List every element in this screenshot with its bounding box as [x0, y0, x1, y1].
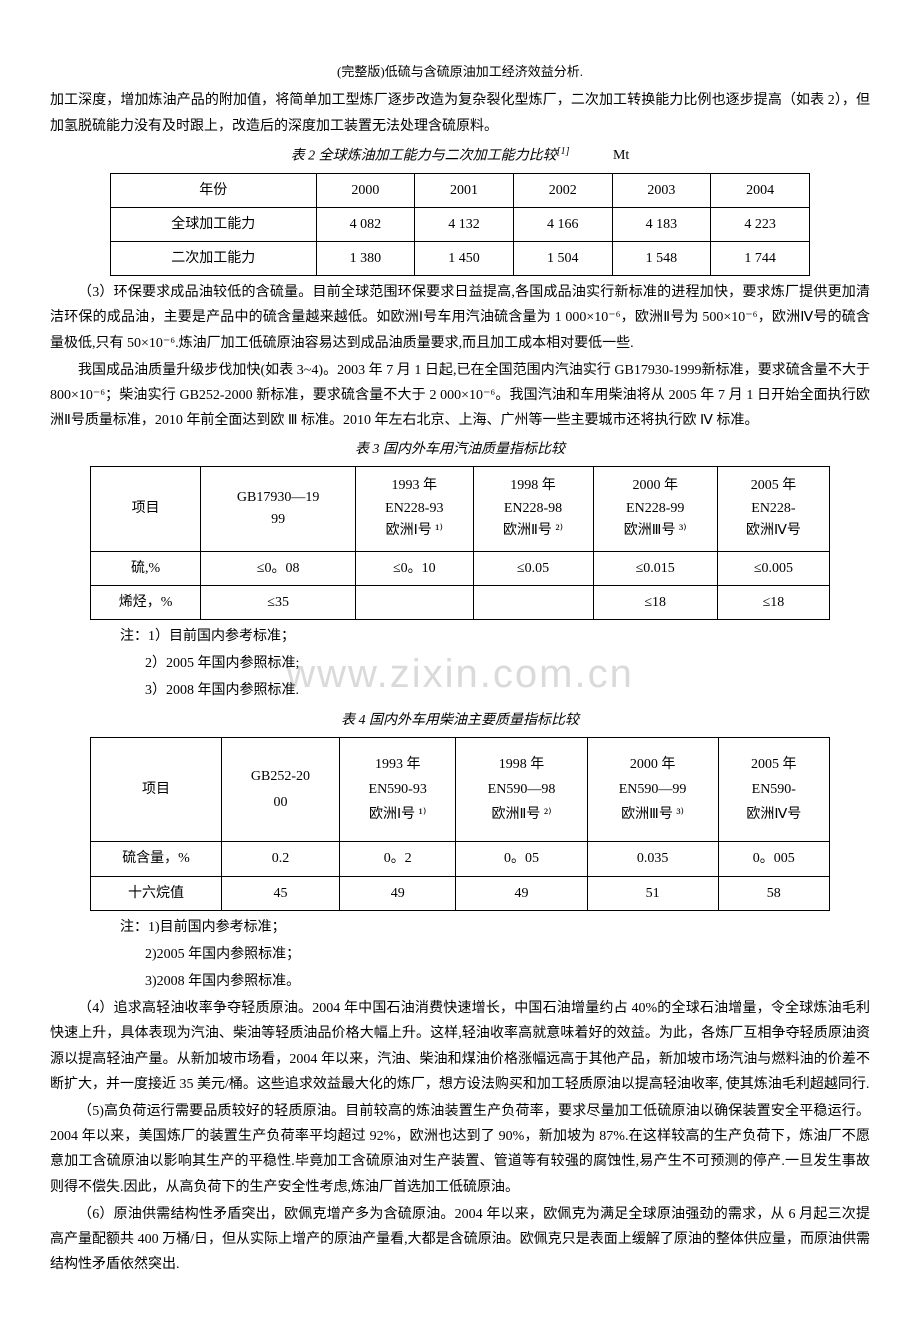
table2: 年份 2000 2001 2002 2003 2004 全球加工能力 4 082… — [110, 173, 810, 277]
table-cell: 2000 — [316, 173, 415, 207]
table-row: 二次加工能力 1 380 1 450 1 504 1 548 1 744 — [111, 241, 810, 275]
table-cell: 年份 — [111, 173, 317, 207]
table-row: 硫,% ≤0。08 ≤0。10 ≤0.05 ≤0.015 ≤0.005 — [91, 551, 830, 585]
table-cell: 项目 — [91, 737, 222, 842]
paragraph-6: （6）原油供需结构性矛盾突出，欧佩克增产多为含硫原油。2004 年以来，欧佩克为… — [50, 1202, 870, 1278]
table-cell: 49 — [456, 876, 587, 910]
table-cell: 2000 年 EN590—99 欧洲Ⅲ号 ³⁾ — [587, 737, 718, 842]
table-cell: 2004 — [711, 173, 810, 207]
paragraph-3: 我国成品油质量升级步伐加快(如表 3~4)。2003 年 7 月 1 日起,已在… — [50, 358, 870, 434]
table-cell: 51 — [587, 876, 718, 910]
paragraph-4: （4）追求高轻油收率争夺轻质原油。2004 年中国石油消费快速增长，中国石油增量… — [50, 996, 870, 1097]
paragraph-5: （5)高负荷运行需要品质较好的轻质原油。目前较高的炼油装置生产负荷率，要求尽量加… — [50, 1099, 870, 1200]
table-cell: GB17930—19 99 — [201, 467, 356, 551]
table-cell — [473, 585, 593, 619]
paragraph-2: （3）环保要求成品油较低的含硫量。目前全球范围环保要求日益提高,各国成品油实行新… — [50, 280, 870, 356]
table3-title: 表 3 国内外车用汽油质量指标比较 — [50, 437, 870, 462]
table-cell: GB252-20 00 — [222, 737, 340, 842]
table4-note-3: 3)2008 年国内参照标准。 — [145, 969, 870, 994]
paragraph-1: 加工深度，增加炼油产品的附加值，将简单加工型炼厂逐步改造为复杂裂化型炼厂，二次加… — [50, 88, 870, 138]
table-cell: 全球加工能力 — [111, 207, 317, 241]
table-cell: 1 744 — [711, 241, 810, 275]
table4-note-2: 2)2005 年国内参照标准； — [145, 942, 870, 967]
table-row: 全球加工能力 4 082 4 132 4 166 4 183 4 223 — [111, 207, 810, 241]
table3-note-3: 3）2008 年国内参照标准. — [145, 678, 870, 703]
table-cell: 1998 年 EN590—98 欧洲Ⅱ号 ²⁾ — [456, 737, 587, 842]
table-cell: ≤18 — [717, 585, 829, 619]
table-cell: 2000 年 EN228-99 欧洲Ⅲ号 ³⁾ — [593, 467, 717, 551]
table3-note-1: 注：1）目前国内参考标准； — [120, 624, 870, 649]
table4-title: 表 4 国内外车用柴油主要质量指标比较 — [50, 708, 870, 733]
table-cell: 0。005 — [718, 842, 829, 876]
table-row: 项目 GB17930—19 99 1993 年 EN228-93 欧洲Ⅰ号 ¹⁾… — [91, 467, 830, 551]
table-cell: 2005 年 EN228- 欧洲Ⅳ号 — [717, 467, 829, 551]
table-cell: 硫,% — [91, 551, 201, 585]
table-row: 十六烷值 45 49 49 51 58 — [91, 876, 830, 910]
table-cell: ≤0.015 — [593, 551, 717, 585]
table-cell: 硫含量，% — [91, 842, 222, 876]
table-cell: 0.035 — [587, 842, 718, 876]
table-cell: 1 450 — [415, 241, 514, 275]
table-cell: 0。2 — [339, 842, 456, 876]
table-cell — [356, 585, 473, 619]
table-cell: 4 166 — [513, 207, 612, 241]
table-cell: 2002 — [513, 173, 612, 207]
table-cell: 二次加工能力 — [111, 241, 317, 275]
table4-note-1: 注：1)目前国内参考标准； — [120, 915, 870, 940]
table-cell: 2005 年 EN590- 欧洲Ⅳ号 — [718, 737, 829, 842]
table-cell: 1993 年 EN228-93 欧洲Ⅰ号 ¹⁾ — [356, 467, 473, 551]
table-cell: 2003 — [612, 173, 711, 207]
document-content: (完整版)低硫与含硫原油加工经济效益分析. 加工深度，增加炼油产品的附加值，将简… — [50, 60, 870, 1277]
table-cell: 49 — [339, 876, 456, 910]
table2-title: 表 2 全球炼油加工能力与二次加工能力比较[1] Mt — [50, 143, 870, 169]
table-cell: ≤0.05 — [473, 551, 593, 585]
table-row: 烯烃，% ≤35 ≤18 ≤18 — [91, 585, 830, 619]
table-cell: 烯烃，% — [91, 585, 201, 619]
table-cell: 1 504 — [513, 241, 612, 275]
table-cell: 0。05 — [456, 842, 587, 876]
table-cell: 4 132 — [415, 207, 514, 241]
table-cell: 1 548 — [612, 241, 711, 275]
table-row: 项目 GB252-20 00 1993 年 EN590-93 欧洲Ⅰ号 ¹⁾ 1… — [91, 737, 830, 842]
table-cell: 2001 — [415, 173, 514, 207]
table3-note-2: 2）2005 年国内参照标准; — [145, 651, 870, 676]
table-cell: 0.2 — [222, 842, 340, 876]
table-cell: 4 082 — [316, 207, 415, 241]
table-cell: 45 — [222, 876, 340, 910]
table-row: 硫含量，% 0.2 0。2 0。05 0.035 0。005 — [91, 842, 830, 876]
table-cell: 十六烷值 — [91, 876, 222, 910]
table3: 项目 GB17930—19 99 1993 年 EN228-93 欧洲Ⅰ号 ¹⁾… — [90, 466, 830, 620]
table-cell: ≤0。10 — [356, 551, 473, 585]
table-cell: 项目 — [91, 467, 201, 551]
table4: 项目 GB252-20 00 1993 年 EN590-93 欧洲Ⅰ号 ¹⁾ 1… — [90, 737, 830, 911]
table-cell: 1998 年 EN228-98 欧洲Ⅱ号 ²⁾ — [473, 467, 593, 551]
table-cell: 1 380 — [316, 241, 415, 275]
page-header: (完整版)低硫与含硫原油加工经济效益分析. — [50, 60, 870, 83]
table-row: 年份 2000 2001 2002 2003 2004 — [111, 173, 810, 207]
table-cell: 4 183 — [612, 207, 711, 241]
table-cell: ≤18 — [593, 585, 717, 619]
table-cell: ≤0.005 — [717, 551, 829, 585]
table-cell: 1993 年 EN590-93 欧洲Ⅰ号 ¹⁾ — [339, 737, 456, 842]
table-cell: 4 223 — [711, 207, 810, 241]
table-cell: 58 — [718, 876, 829, 910]
table-cell: ≤0。08 — [201, 551, 356, 585]
table-cell: ≤35 — [201, 585, 356, 619]
